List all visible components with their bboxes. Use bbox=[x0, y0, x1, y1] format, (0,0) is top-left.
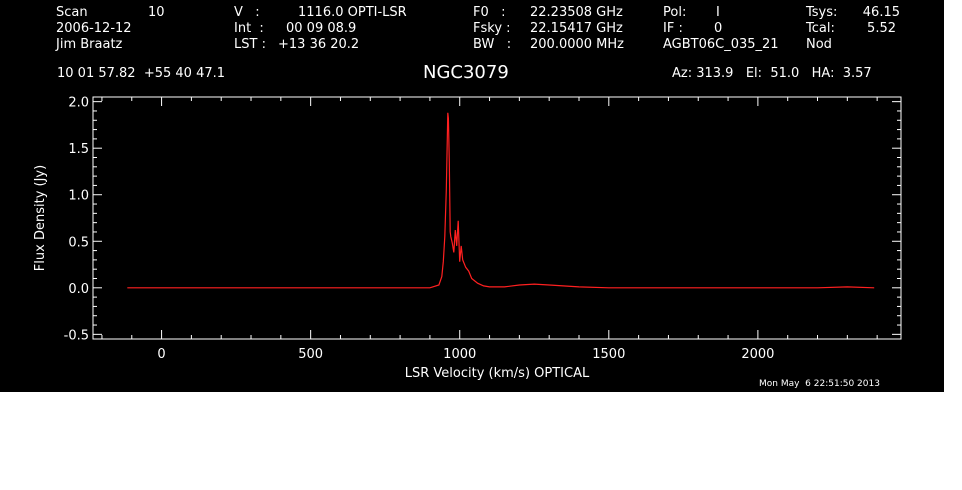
switching-mode: Nod bbox=[806, 37, 832, 52]
x-tick-label: 2000 bbox=[741, 347, 774, 362]
plot-timestamp: Mon May 6 22:51:50 2013 bbox=[759, 379, 880, 389]
observer-name: Jim Braatz bbox=[56, 37, 123, 52]
integration-label: Int : bbox=[234, 21, 264, 36]
az-el-ha: Az: 313.9 El: 51.0 HA: 3.57 bbox=[672, 66, 872, 81]
x-tick-label: 1000 bbox=[443, 347, 476, 362]
if-value: 0 bbox=[714, 21, 723, 36]
source-coordinates: 10 01 57.82 +55 40 47.1 bbox=[57, 66, 226, 81]
scan-label: Scan bbox=[56, 5, 88, 20]
plot-panel: Scan 10 2006-12-12 Jim Braatz V : 1116.0… bbox=[0, 0, 944, 392]
rest-frequency-value: 22.23508 GHz bbox=[530, 5, 623, 20]
lst-value: +13 36 20.2 bbox=[278, 37, 360, 52]
lst-label: LST : bbox=[234, 37, 266, 52]
sky-frequency-label: Fsky : bbox=[473, 21, 511, 36]
polarization-label: Pol: bbox=[663, 5, 687, 20]
y-axis-label: Flux Density (Jy) bbox=[33, 165, 48, 271]
scan-value: 10 bbox=[148, 5, 165, 20]
tcal-label: Tcal: bbox=[806, 21, 835, 36]
source-name: NGC3079 bbox=[423, 62, 509, 83]
integration-value: 00 09 08.9 bbox=[286, 21, 357, 36]
tsys-value: 46.15 bbox=[862, 5, 900, 20]
x-tick-label: 500 bbox=[298, 347, 323, 362]
observation-date: 2006-12-12 bbox=[56, 21, 132, 36]
y-tick-label: 2.0 bbox=[68, 96, 89, 111]
plot-frame bbox=[92, 96, 902, 340]
x-tick-label: 1500 bbox=[592, 347, 625, 362]
velocity-value: 1116.0 OPTI-LSR bbox=[298, 5, 407, 20]
if-label: IF : bbox=[663, 21, 683, 36]
bandwidth-label: BW : bbox=[473, 37, 512, 52]
x-axis-label: LSR Velocity (km/s) OPTICAL bbox=[405, 366, 590, 381]
x-axis-ticks: 0 500 1000 1500 2000 bbox=[101, 97, 878, 362]
bandwidth-value: 200.0000 MHz bbox=[530, 37, 624, 52]
y-tick-label: 1.0 bbox=[68, 189, 89, 204]
y-axis-ticks: -0.5 0.0 0.5 1.0 1.5 2.0 bbox=[64, 96, 901, 343]
tcal-value: 5.52 bbox=[867, 21, 896, 36]
spectrum-trace bbox=[127, 112, 875, 289]
polarization-value: I bbox=[716, 5, 720, 20]
rest-frequency-label: F0 : bbox=[473, 5, 506, 20]
y-tick-label: 0.0 bbox=[68, 282, 89, 297]
sky-frequency-value: 22.15417 GHz bbox=[530, 21, 623, 36]
tsys-label: Tsys: bbox=[806, 5, 838, 20]
velocity-label: V : bbox=[234, 5, 260, 20]
y-tick-label: -0.5 bbox=[64, 328, 89, 343]
y-tick-label: 1.5 bbox=[68, 142, 89, 157]
x-tick-label: 0 bbox=[157, 347, 165, 362]
y-tick-label: 0.5 bbox=[68, 235, 89, 250]
project-id: AGBT06C_035_21 bbox=[663, 37, 779, 52]
spectrum-chart: 0 500 1000 1500 2000 -0.5 0.0 0.5 1.0 1.5 2.0 LSR… bbox=[33, 96, 902, 381]
